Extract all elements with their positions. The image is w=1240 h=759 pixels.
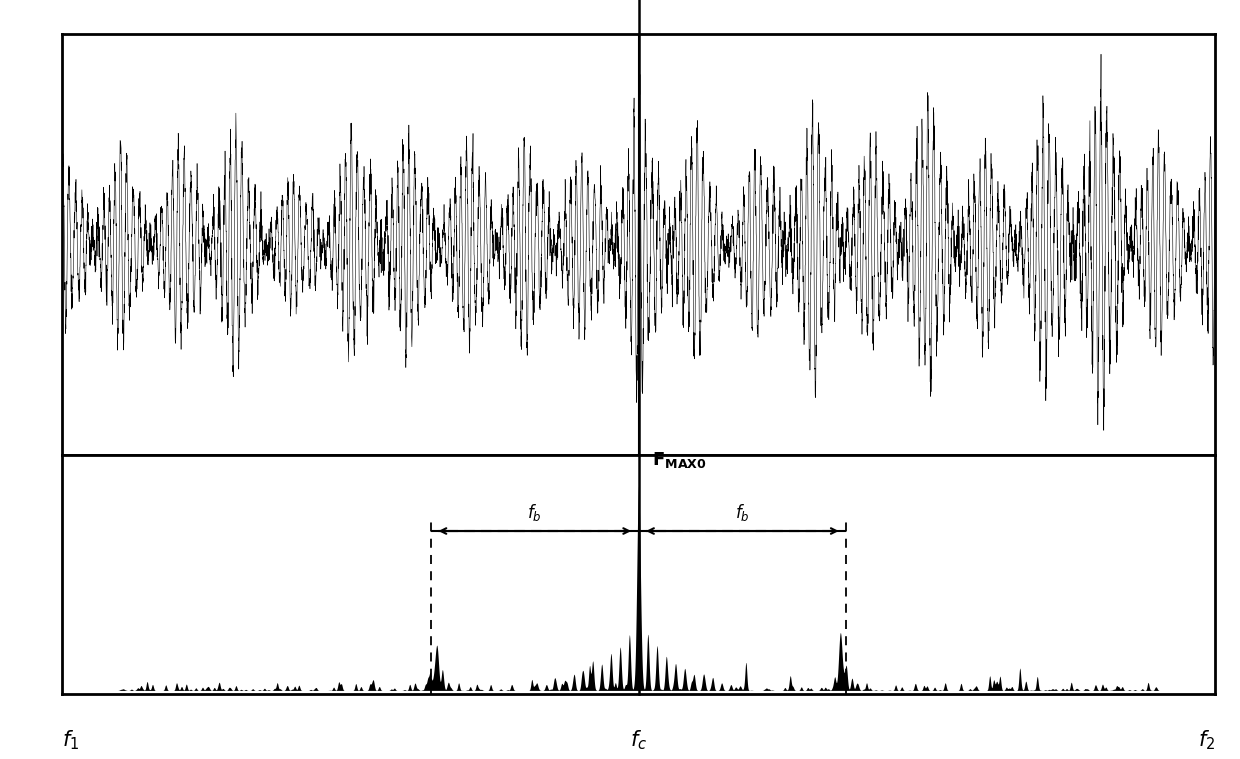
Text: $f_c$: $f_c$ bbox=[630, 728, 647, 751]
Text: $f_1$: $f_1$ bbox=[62, 728, 79, 751]
Text: $\mathbf{F}_{\mathbf{MAX0}}$: $\mathbf{F}_{\mathbf{MAX0}}$ bbox=[652, 449, 707, 470]
Text: $f_b$: $f_b$ bbox=[527, 502, 542, 523]
Text: $f_2$: $f_2$ bbox=[1198, 728, 1215, 751]
Text: $f_b$: $f_b$ bbox=[735, 502, 750, 523]
